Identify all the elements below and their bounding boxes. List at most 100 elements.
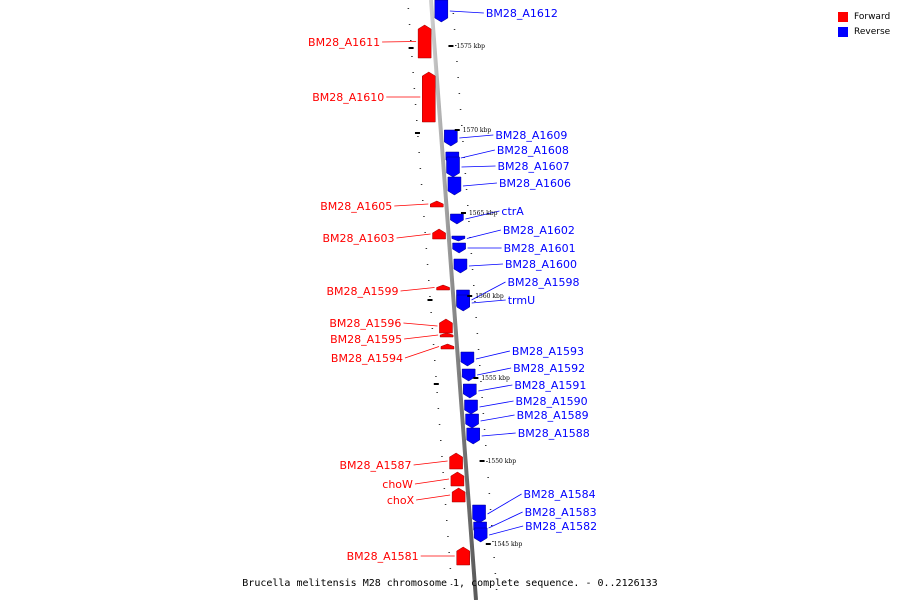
label-leader — [477, 367, 512, 376]
reverse-gene-label[interactable]: BM28_A1584 — [524, 488, 596, 501]
minor-tick — [452, 13, 455, 14]
minor-tick — [431, 328, 434, 329]
major-tick — [454, 129, 460, 131]
forward-gene-bm28-a1587[interactable] — [449, 452, 463, 470]
forward-gene-chox[interactable] — [451, 487, 466, 503]
reverse-gene-bm28-a1591[interactable] — [463, 383, 477, 399]
forward-gene-bm28-a1603[interactable] — [432, 228, 446, 240]
reverse-gene-label[interactable]: BM28_A1598 — [508, 276, 580, 289]
major-tick — [485, 543, 491, 545]
reverse-gene-label[interactable]: BM28_A1607 — [498, 160, 570, 173]
reverse-gene-label[interactable]: BM28_A1591 — [514, 379, 586, 392]
reverse-gene-label[interactable]: BM28_A1582 — [525, 520, 597, 533]
forward-gene-label[interactable]: choX — [387, 494, 415, 507]
label-leader — [471, 299, 506, 304]
forward-gene-bm28-a1581[interactable] — [456, 546, 470, 566]
reverse-gene-bm28-a1593[interactable] — [460, 351, 475, 367]
scale-tick-label: 1560 kbp — [475, 293, 504, 300]
reverse-gene-label[interactable]: BM28_A1609 — [495, 129, 567, 142]
reverse-gene-bm28-a1602[interactable] — [451, 235, 466, 242]
reverse-gene-label[interactable]: BM28_A1601 — [504, 242, 576, 255]
minor-tick — [462, 141, 464, 142]
legend-reverse-label: Reverse — [854, 26, 891, 37]
reverse-gene-label[interactable]: BM28_A1590 — [516, 395, 588, 408]
reverse-gene-label[interactable]: BM28_A1589 — [517, 409, 589, 422]
forward-gene-label[interactable]: BM28_A1581 — [347, 550, 419, 563]
forward-gene-label[interactable]: BM28_A1610 — [312, 91, 384, 104]
minor-tick — [426, 264, 429, 265]
forward-gene-label[interactable]: BM28_A1594 — [331, 352, 403, 365]
label-leader — [460, 149, 495, 159]
forward-swatch — [838, 11, 848, 22]
reverse-gene-bm28-a1609[interactable] — [444, 129, 458, 147]
minor-tick — [455, 45, 457, 46]
minor-tick — [468, 221, 470, 222]
minor-tick — [437, 408, 440, 409]
reverse-gene-bm28-a1588[interactable] — [466, 427, 480, 445]
forward-gene-label[interactable]: choW — [382, 478, 413, 491]
minor-tick — [486, 461, 488, 462]
forward-gene-bm28-a1610[interactable] — [422, 71, 436, 123]
label-leader — [414, 478, 449, 485]
label-leader — [394, 203, 429, 207]
forward-gene-label[interactable]: BM28_A1587 — [340, 459, 412, 472]
scale-tick-label: 1545 kbp — [494, 541, 523, 548]
reverse-gene-bm28-a1600[interactable] — [453, 258, 468, 274]
minor-tick — [473, 285, 475, 286]
forward-gene-label[interactable]: BM28_A1599 — [327, 285, 399, 298]
reverse-gene-ctra[interactable] — [450, 213, 464, 225]
reverse-gene-bm28-a1592[interactable] — [461, 368, 476, 382]
minor-tick — [475, 317, 477, 318]
label-leader — [400, 287, 435, 292]
forward-gene-bm28-a1599[interactable] — [436, 284, 450, 291]
major-tick — [473, 377, 479, 379]
reverse-gene-label[interactable]: trmU — [508, 294, 535, 307]
reverse-gene-label[interactable]: BM28_A1602 — [503, 224, 575, 237]
forward-gene-bm28-a1594[interactable] — [440, 343, 455, 350]
reverse-gene-label[interactable]: ctrA — [501, 205, 524, 218]
minor-tick — [447, 536, 449, 537]
reverse-gene-label[interactable]: BM28_A1612 — [486, 7, 558, 20]
minor-tick — [436, 392, 438, 393]
reverse-gene-bm28-a1590[interactable] — [464, 399, 478, 415]
forward-gene-bm28-a1596[interactable] — [439, 318, 453, 334]
reverse-gene-label[interactable]: BM28_A1583 — [525, 506, 597, 519]
major-tick — [414, 132, 420, 134]
reverse-gene-bm28-a1607[interactable] — [446, 156, 460, 178]
minor-tick — [449, 568, 452, 569]
reverse-gene-label[interactable]: BM28_A1588 — [518, 427, 590, 440]
reverse-gene-bm28-a1606[interactable] — [447, 176, 462, 196]
reverse-gene-label[interactable]: BM28_A1593 — [512, 345, 584, 358]
minor-tick — [430, 312, 432, 313]
reverse-gene-trmu[interactable] — [456, 294, 470, 312]
forward-gene-bm28-a1605[interactable] — [430, 200, 444, 208]
reverse-gene-bm28-a1582[interactable] — [473, 527, 488, 543]
reverse-gene-label[interactable]: BM28_A1608 — [497, 144, 569, 157]
reverse-gene-label[interactable]: BM28_A1600 — [505, 258, 577, 271]
minor-tick — [423, 216, 425, 217]
forward-gene-label[interactable]: BM28_A1603 — [322, 232, 394, 245]
forward-gene-chow[interactable] — [450, 471, 465, 487]
reverse-gene-bm28-a1589[interactable] — [465, 413, 479, 429]
reverse-gene-label[interactable]: BM28_A1606 — [499, 177, 571, 190]
reverse-gene-bm28-a1612[interactable] — [434, 0, 449, 23]
forward-gene-label[interactable]: BM28_A1595 — [330, 333, 402, 346]
label-leader — [465, 210, 500, 220]
label-leader — [489, 525, 524, 536]
reverse-gene-label[interactable]: BM28_A1592 — [513, 362, 585, 375]
label-leader — [449, 10, 484, 14]
forward-gene-label[interactable]: BM28_A1605 — [320, 200, 392, 213]
minor-tick — [474, 301, 476, 302]
label-leader — [461, 165, 496, 168]
minor-tick — [450, 584, 453, 585]
minor-tick — [457, 77, 459, 78]
forward-gene-bm28-a1595[interactable] — [439, 332, 454, 338]
reverse-gene-bm28-a1584[interactable] — [472, 504, 486, 524]
label-leader — [403, 322, 438, 327]
forward-gene-label[interactable]: BM28_A1611 — [308, 36, 380, 49]
minor-tick — [448, 552, 450, 553]
forward-gene-bm28-a1611[interactable] — [417, 24, 432, 59]
reverse-gene-bm28-a1601[interactable] — [452, 242, 466, 254]
forward-gene-label[interactable]: BM28_A1596 — [329, 317, 401, 330]
